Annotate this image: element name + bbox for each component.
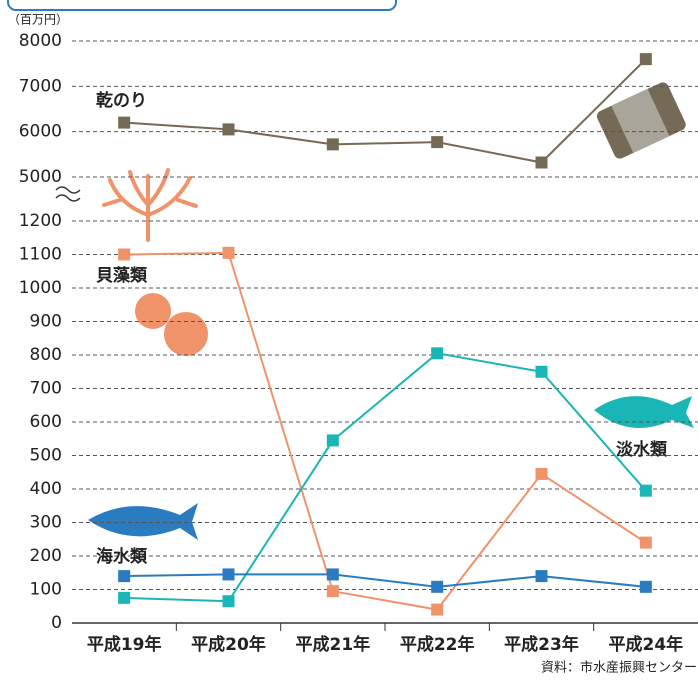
fish-icon <box>594 396 694 428</box>
series-line <box>124 573 646 588</box>
series-line <box>124 352 647 603</box>
data-point <box>535 156 548 169</box>
series-label: 貝藻類 <box>96 265 148 286</box>
data-point <box>222 568 235 581</box>
data-point <box>535 570 548 583</box>
series-line <box>124 251 647 611</box>
y-tick-label: 500 <box>30 446 62 466</box>
data-point <box>431 136 444 149</box>
unit-label: （百万円） <box>8 13 68 27</box>
data-point <box>431 580 444 593</box>
data-point <box>222 246 235 259</box>
y-tick-label: 8000 <box>19 31 62 51</box>
nori-icon <box>596 82 686 159</box>
y-tick-label: 400 <box>30 479 62 499</box>
data-point <box>118 116 131 129</box>
y-tick-label: 6000 <box>19 122 62 142</box>
data-point <box>118 570 131 583</box>
data-point <box>118 591 131 604</box>
series-label: 淡水類 <box>616 439 668 460</box>
data-point <box>639 53 652 66</box>
header-box <box>7 0 397 11</box>
data-point <box>118 248 131 261</box>
y-tick-label: 800 <box>30 345 62 365</box>
y-tick-label: 5000 <box>19 167 62 187</box>
data-point <box>326 138 339 151</box>
data-point <box>222 595 235 608</box>
x-tick-label: 平成24年 <box>608 634 683 655</box>
axis-break <box>55 186 81 202</box>
series-label: 海水類 <box>96 546 148 567</box>
shell-icon <box>135 293 208 356</box>
seaweed-icon <box>102 168 198 242</box>
series-line <box>124 58 647 164</box>
y-tick-label: 1000 <box>19 278 62 298</box>
data-point <box>535 365 548 378</box>
data-point <box>639 484 652 497</box>
data-point <box>639 580 652 593</box>
y-tick-label: 100 <box>30 580 62 600</box>
data-point <box>431 347 444 360</box>
data-point <box>326 585 339 598</box>
data-point <box>431 603 444 616</box>
source-note: 資料：市水産振興センター <box>541 660 697 676</box>
data-point <box>639 536 652 549</box>
y-tick-label: 7000 <box>19 76 62 96</box>
x-tick-label: 平成22年 <box>400 634 475 655</box>
series-label: 乾のり <box>96 90 147 111</box>
tuna-icon <box>88 503 198 540</box>
data-point <box>535 467 548 480</box>
x-tick-label: 平成23年 <box>504 634 579 655</box>
y-tick-label: 900 <box>30 312 62 332</box>
x-tick-label: 平成21年 <box>295 634 370 655</box>
y-tick-label: 0 <box>51 613 62 633</box>
x-tick-label: 平成20年 <box>191 634 266 655</box>
y-tick-label: 1200 <box>19 211 62 231</box>
y-tick-label: 300 <box>30 513 62 533</box>
y-tick-label: 700 <box>30 379 62 399</box>
x-tick-label: 平成19年 <box>87 634 162 655</box>
data-point <box>222 123 235 136</box>
y-tick-label: 1100 <box>19 245 62 265</box>
y-tick-label: 200 <box>30 546 62 566</box>
data-point <box>326 434 339 447</box>
data-point <box>326 568 339 581</box>
y-tick-label: 600 <box>30 412 62 432</box>
